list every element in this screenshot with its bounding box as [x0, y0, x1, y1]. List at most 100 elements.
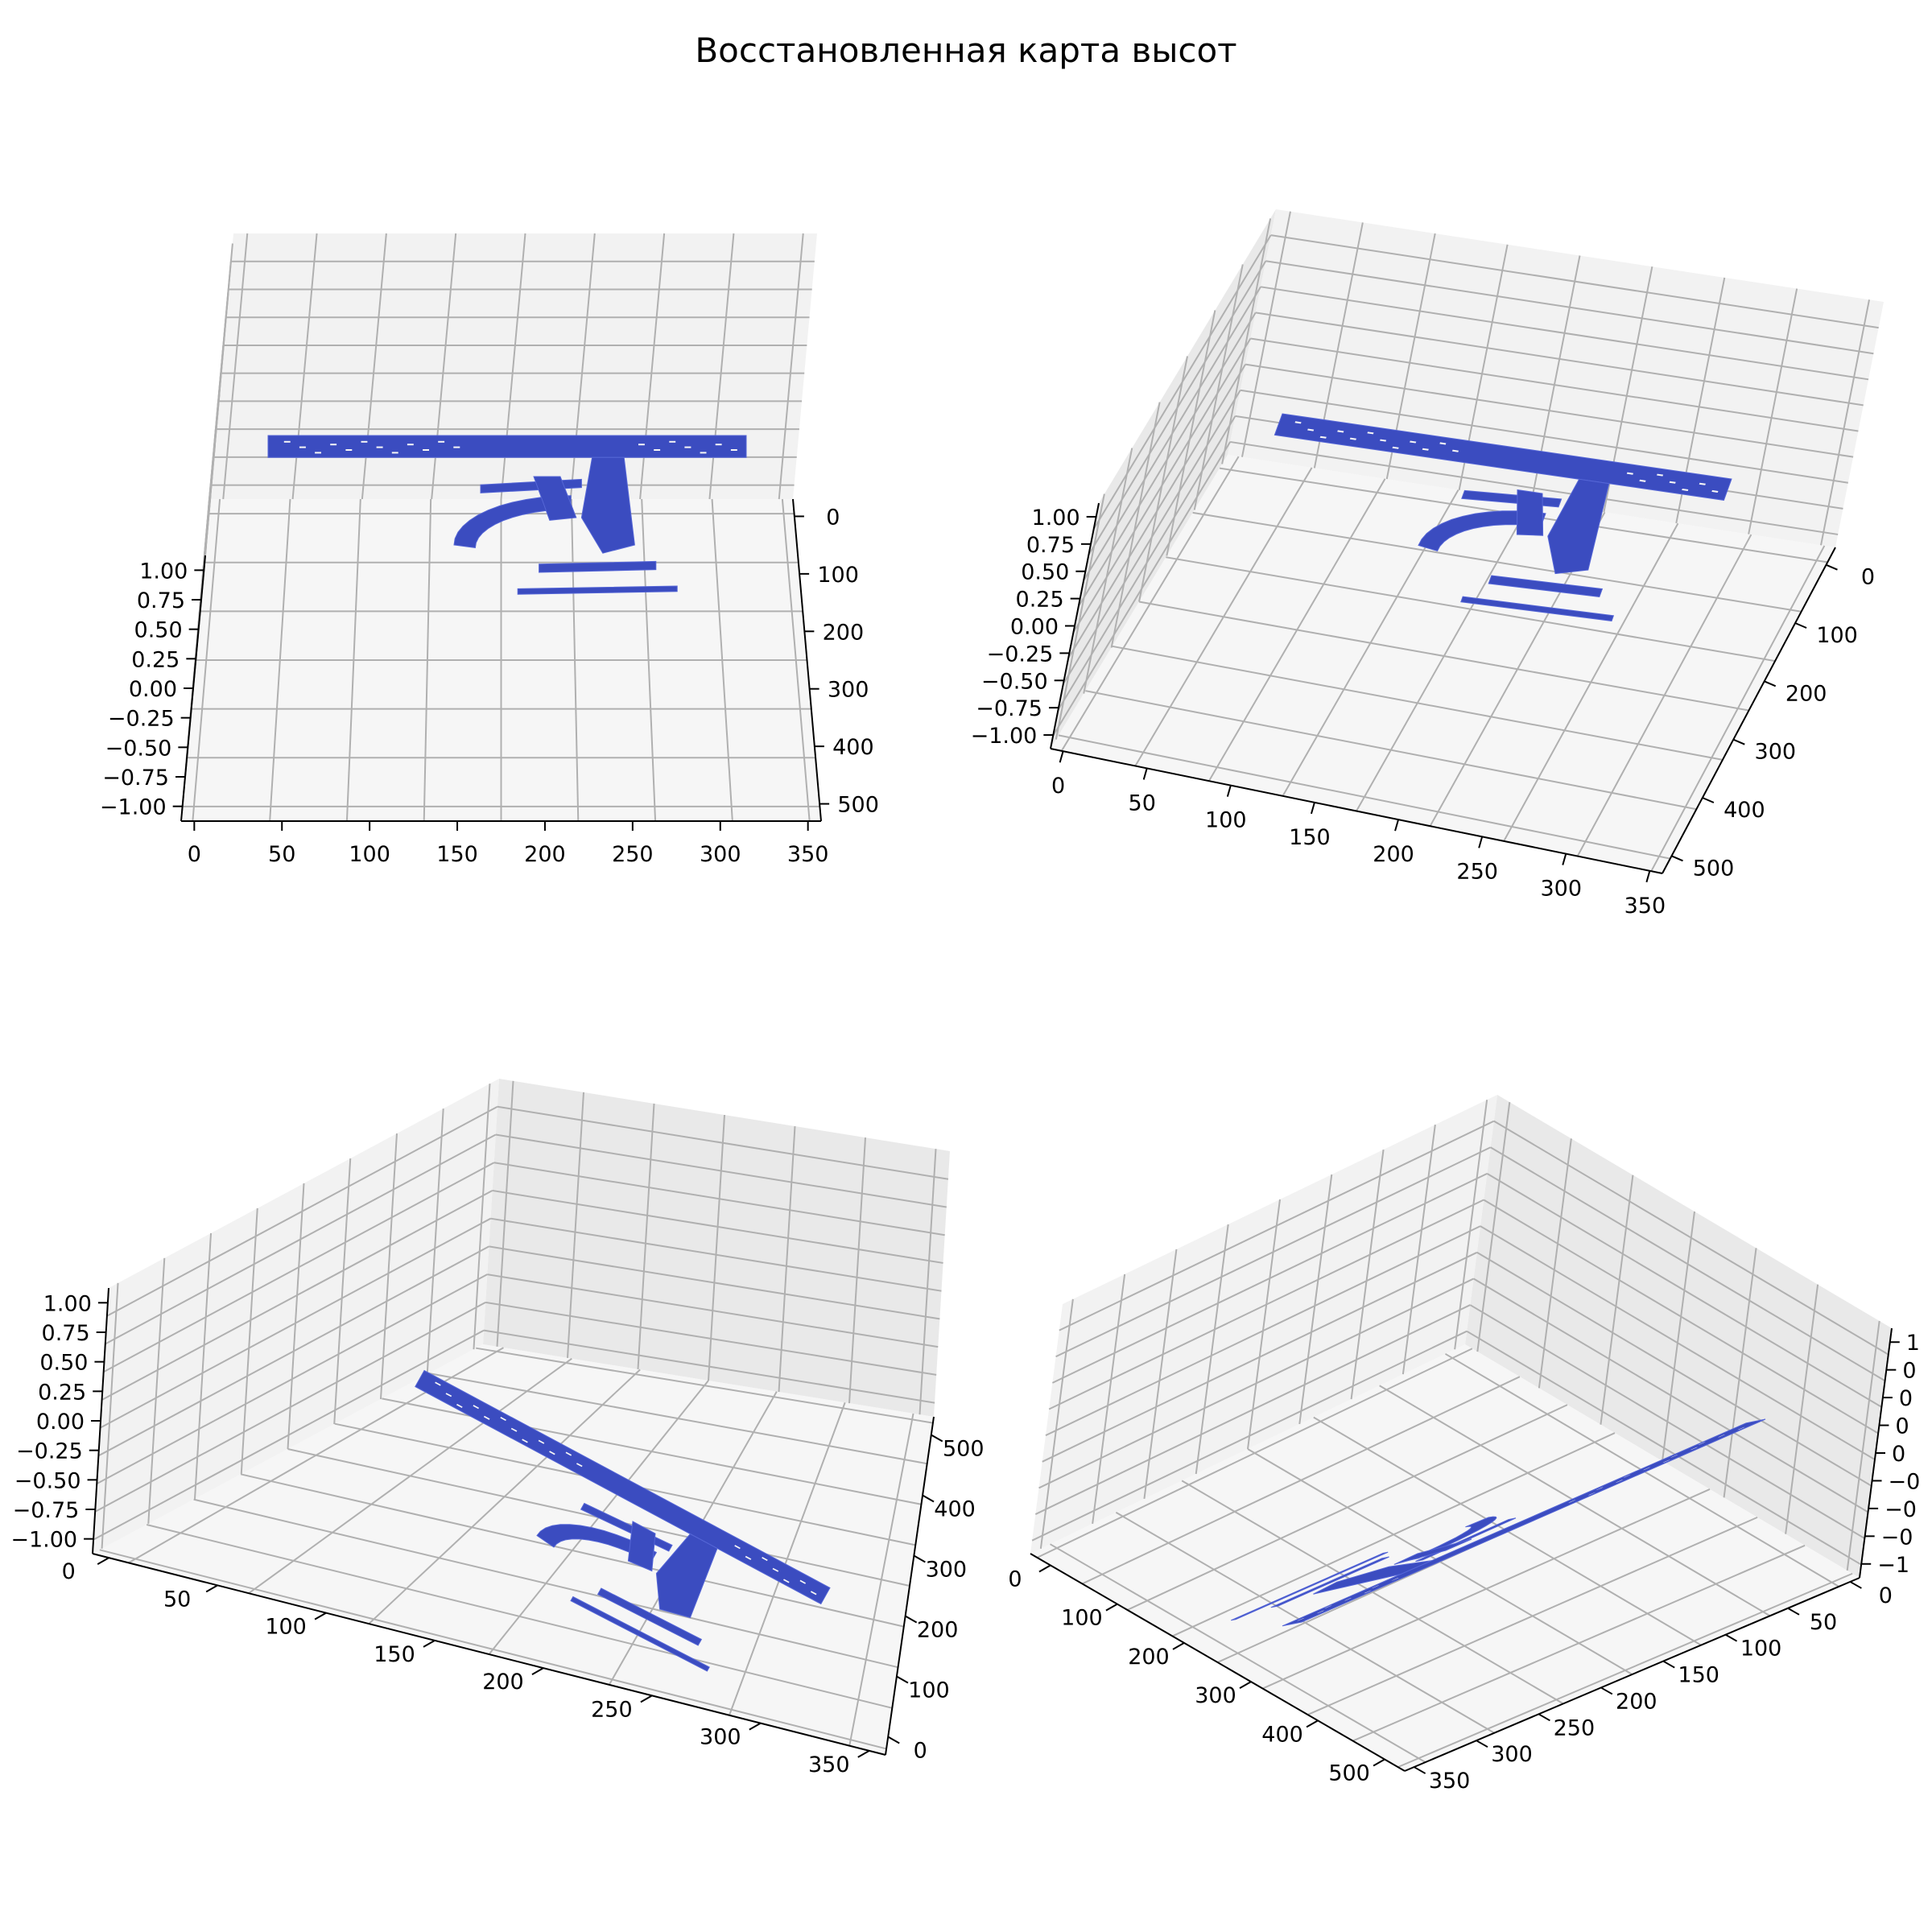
- x-tick-label: 350: [1429, 1769, 1471, 1794]
- y-tick-label: 400: [1724, 798, 1765, 823]
- x-tick: [1600, 1686, 1613, 1695]
- surface-diagonal: [1516, 489, 1544, 536]
- pane-gridline: [1240, 389, 1848, 484]
- pane-gridline: [489, 1245, 940, 1320]
- pane-gridline: [1820, 299, 1871, 546]
- pane-gridline: [1092, 234, 1272, 530]
- y-axis-line: [1030, 1553, 1406, 1772]
- surface-hole: [1391, 1578, 1399, 1581]
- surface-hole: [330, 444, 337, 446]
- x-tick: [97, 1557, 109, 1566]
- y-tick: [1702, 797, 1715, 803]
- surface-hole: [1662, 1459, 1670, 1463]
- surface-hole: [1319, 436, 1327, 439]
- surface-hole: [453, 446, 460, 448]
- surface-hole: [1657, 473, 1664, 477]
- x-tick-label: 250: [1554, 1715, 1596, 1740]
- x-axis-line: [92, 1553, 886, 1756]
- surface-hole: [456, 1403, 463, 1408]
- floor-gridline: [368, 1368, 641, 1624]
- y-tick: [1764, 680, 1777, 687]
- pane-gridline: [1067, 364, 1246, 659]
- x-tick: [205, 1584, 218, 1593]
- pane-gridline: [1039, 1298, 1074, 1549]
- surface-hole: [315, 452, 321, 454]
- y-tick-label: 100: [1061, 1606, 1103, 1631]
- pane-gridline: [1088, 260, 1267, 555]
- surface-stem: [1313, 1560, 1432, 1595]
- pane-gridline: [1195, 1224, 1229, 1475]
- pane-gridline: [492, 1189, 943, 1264]
- pane-gridline: [1600, 1174, 1634, 1425]
- surface-hole: [684, 446, 691, 448]
- surface-hole: [565, 1451, 572, 1456]
- pane-gridline: [1490, 1146, 1886, 1382]
- x-tick-label: 150: [1289, 825, 1331, 850]
- floor-gridline: [1166, 556, 1776, 663]
- y-tick-label: 300: [1755, 740, 1797, 765]
- z-tick-label: −0.50: [14, 1468, 81, 1493]
- surface-hole: [1451, 449, 1459, 452]
- y-tick: [1172, 1642, 1185, 1650]
- pane-gridline: [1476, 1251, 1872, 1487]
- pane-gridline: [194, 1232, 213, 1499]
- y-tick: [905, 1615, 918, 1624]
- z-tick-label: −0.75: [102, 766, 169, 791]
- z-tick-label: −0: [1889, 1469, 1921, 1494]
- surface-hole: [1316, 1610, 1325, 1614]
- y-tick-label: 0: [826, 505, 840, 530]
- surface-hole: [1626, 472, 1633, 475]
- z-tick-label: 0.50: [39, 1351, 88, 1376]
- pane-gridline: [1062, 390, 1241, 685]
- surface-hole: [1297, 1617, 1305, 1621]
- x-tick-label: 0: [1051, 774, 1065, 799]
- surface-hole: [1699, 482, 1706, 485]
- pane-gridline: [1059, 1120, 1495, 1331]
- x-tick-label: 350: [787, 842, 829, 867]
- y-axis-line: [1662, 547, 1836, 874]
- surface-hole: [1587, 1492, 1596, 1496]
- pane-gridline: [106, 1105, 498, 1317]
- pane-gridline: [778, 233, 804, 500]
- surface-fragment: [1488, 575, 1604, 597]
- surface-fragment: [539, 560, 657, 573]
- x-tick-label: 150: [436, 842, 478, 867]
- y-tick: [1239, 1681, 1252, 1689]
- x-tick-label: 150: [1678, 1663, 1719, 1688]
- y-tick-label: 100: [908, 1678, 950, 1703]
- x-tick-label: 250: [1456, 859, 1498, 884]
- y-tick: [1373, 1758, 1385, 1767]
- pane-gridline: [1723, 1248, 1757, 1498]
- surface-bar: [267, 435, 747, 458]
- y-tick-label: 300: [926, 1558, 968, 1583]
- pane-gridline: [333, 1158, 352, 1425]
- x-tick: [640, 1695, 653, 1703]
- surface-diagonal: [627, 1521, 656, 1572]
- pane-gridline: [1052, 441, 1232, 737]
- z-tick-label: −0.50: [105, 736, 172, 761]
- z-tick-label: −0.75: [976, 696, 1042, 721]
- surface-hole: [638, 444, 645, 446]
- x-tick-label: 300: [1541, 877, 1583, 902]
- pane-floor: [93, 1344, 934, 1755]
- x-tick-label: 150: [374, 1642, 415, 1667]
- z-tick-label: 0.75: [1026, 533, 1075, 558]
- x-tick-label: 0: [188, 842, 201, 867]
- y-tick: [896, 1675, 909, 1684]
- z-tick-label: −1: [1877, 1553, 1909, 1578]
- x-tick-label: 50: [268, 842, 295, 867]
- pane-gridline: [1057, 415, 1236, 711]
- pane-gridline: [1143, 1249, 1178, 1500]
- surface-hole: [762, 1557, 768, 1562]
- pane-gridline: [105, 1133, 497, 1345]
- z-tick-label: −0.50: [981, 669, 1048, 694]
- x-tick: [1645, 870, 1651, 883]
- surface-hole: [1669, 481, 1676, 484]
- x-tick: [1562, 853, 1567, 865]
- x-tick-label: 350: [808, 1752, 850, 1777]
- surface-hole: [1670, 1454, 1678, 1458]
- surface-hole: [500, 1417, 506, 1422]
- surface-hole: [1690, 1447, 1699, 1451]
- z-tick-label: 1.00: [1032, 506, 1080, 530]
- z-tick-label: 1.00: [43, 1291, 92, 1316]
